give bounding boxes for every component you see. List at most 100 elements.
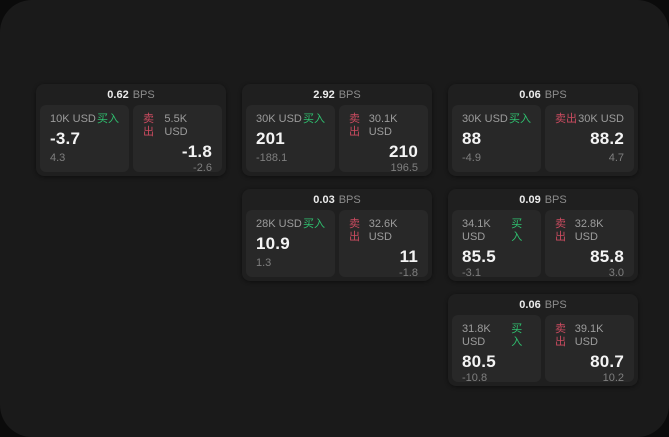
buy-amount: 28K USD xyxy=(256,218,302,230)
sell-tile-top: 卖出 30K USD xyxy=(555,113,624,126)
card-body: 31.8K USD 买入 80.5 -10.8 卖出 39.1K USD 80.… xyxy=(448,315,638,386)
bps-header: 0.62 BPS xyxy=(36,84,226,105)
sell-change: 10.2 xyxy=(602,372,624,384)
buy-side-label: 买入 xyxy=(97,113,119,125)
sell-tile[interactable]: 卖出 5.5K USD -1.8 -2.6 xyxy=(133,105,222,174)
sell-side-label: 卖出 xyxy=(555,113,577,125)
bps-value: 0.09 xyxy=(519,193,541,206)
sell-price: 80.7 xyxy=(590,352,624,371)
buy-amount: 30K USD xyxy=(256,113,302,125)
bps-unit-label: BPS xyxy=(544,88,567,101)
buy-price: 85.5 xyxy=(462,247,496,266)
sell-tile[interactable]: 卖出 39.1K USD 80.7 10.2 xyxy=(545,315,634,384)
buy-price: 10.9 xyxy=(256,234,290,253)
buy-tile-top: 31.8K USD 买入 xyxy=(462,323,531,349)
bps-value: 0.03 xyxy=(313,193,335,206)
bps-header: 0.06 BPS xyxy=(448,294,638,315)
buy-tile[interactable]: 31.8K USD 买入 80.5 -10.8 xyxy=(452,315,541,384)
sell-change: -2.6 xyxy=(193,162,212,174)
buy-side-label: 买入 xyxy=(509,113,531,125)
buy-change: -4.9 xyxy=(462,152,481,164)
card-body: 34.1K USD 买入 85.5 -3.1 卖出 32.8K USD 85.8… xyxy=(448,210,638,281)
buy-change: -10.8 xyxy=(462,372,488,384)
buy-tile[interactable]: 28K USD 买入 10.9 1.3 xyxy=(246,210,335,277)
buy-change: -3.1 xyxy=(462,267,481,279)
buy-amount: 31.8K USD xyxy=(462,323,491,348)
buy-tile[interactable]: 30K USD 买入 201 -188.1 xyxy=(246,105,335,172)
sell-tile[interactable]: 卖出 32.8K USD 85.8 3.0 xyxy=(545,210,634,279)
sell-side-label: 卖出 xyxy=(555,218,566,243)
buy-tile[interactable]: 30K USD 买入 88 -4.9 xyxy=(452,105,541,172)
buy-amount: 10K USD xyxy=(50,113,96,125)
sell-change: 4.7 xyxy=(608,152,624,164)
bps-value: 0.06 xyxy=(519,298,541,311)
buy-side-label: 买入 xyxy=(511,323,523,348)
sell-tile-top: 卖出 32.8K USD xyxy=(555,218,624,244)
bps-unit-label: BPS xyxy=(544,298,567,311)
buy-tile-top: 34.1K USD 买入 xyxy=(462,218,531,244)
sell-tile-top: 卖出 5.5K USD xyxy=(143,113,212,139)
bps-header: 0.09 BPS xyxy=(448,189,638,210)
quote-card: 0.03 BPS 28K USD 买入 10.9 1.3 卖出 32.6K US… xyxy=(242,189,432,281)
sell-price: 210 xyxy=(389,142,418,161)
sell-tile-top: 卖出 30.1K USD xyxy=(349,113,418,139)
sell-tile-top: 卖出 32.6K USD xyxy=(349,218,418,244)
sell-side-label: 卖出 xyxy=(349,113,360,138)
sell-amount: 39.1K USD xyxy=(574,323,604,348)
card-body: 30K USD 买入 201 -188.1 卖出 30.1K USD 210 1… xyxy=(242,105,432,176)
bps-unit-label: BPS xyxy=(544,193,567,206)
sell-change: -1.8 xyxy=(399,267,418,279)
buy-amount: 30K USD xyxy=(462,113,508,125)
buy-tile[interactable]: 34.1K USD 买入 85.5 -3.1 xyxy=(452,210,541,279)
sell-tile[interactable]: 卖出 30.1K USD 210 196.5 xyxy=(339,105,428,174)
buy-price: 80.5 xyxy=(462,352,496,371)
card-body: 28K USD 买入 10.9 1.3 卖出 32.6K USD 11 -1.8 xyxy=(242,210,432,281)
sell-tile[interactable]: 卖出 30K USD 88.2 4.7 xyxy=(545,105,634,172)
sell-side-label: 卖出 xyxy=(349,218,360,243)
buy-tile-top: 28K USD 买入 xyxy=(256,218,325,231)
buy-price: 201 xyxy=(256,129,285,148)
quote-card: 2.92 BPS 30K USD 买入 201 -188.1 卖出 30.1K … xyxy=(242,84,432,176)
buy-side-label: 买入 xyxy=(303,218,325,230)
sell-tile[interactable]: 卖出 32.6K USD 11 -1.8 xyxy=(339,210,428,279)
buy-price: -3.7 xyxy=(50,129,81,148)
buy-tile-top: 30K USD 买入 xyxy=(462,113,531,126)
bps-header: 0.06 BPS xyxy=(448,84,638,105)
sell-side-label: 卖出 xyxy=(555,323,566,348)
quote-card: 0.62 BPS 10K USD 买入 -3.7 4.3 卖出 5.5K USD xyxy=(36,84,226,176)
bps-header: 0.03 BPS xyxy=(242,189,432,210)
buy-change: 4.3 xyxy=(50,152,66,164)
sell-change: 196.5 xyxy=(390,162,418,174)
bps-value: 2.92 xyxy=(313,88,335,101)
sell-price: 85.8 xyxy=(590,247,624,266)
sell-amount: 30.1K USD xyxy=(368,113,398,138)
buy-side-label: 买入 xyxy=(511,218,523,243)
bps-value: 0.06 xyxy=(519,88,541,101)
quote-card: 0.09 BPS 34.1K USD 买入 85.5 -3.1 卖出 32.8K… xyxy=(448,189,638,281)
sell-price: -1.8 xyxy=(181,142,212,161)
buy-tile-top: 30K USD 买入 xyxy=(256,113,325,126)
sell-amount: 5.5K USD xyxy=(164,113,188,138)
buy-tile-top: 10K USD 买入 xyxy=(50,113,119,126)
bps-value: 0.62 xyxy=(107,88,129,101)
sell-amount: 30K USD xyxy=(578,113,624,125)
bps-unit-label: BPS xyxy=(132,88,155,101)
quotes-grid: 0.62 BPS 10K USD 买入 -3.7 4.3 卖出 5.5K USD xyxy=(36,84,638,386)
card-body: 30K USD 买入 88 -4.9 卖出 30K USD 88.2 4.7 xyxy=(448,105,638,176)
sell-amount: 32.8K USD xyxy=(574,218,604,243)
buy-tile[interactable]: 10K USD 买入 -3.7 4.3 xyxy=(40,105,129,172)
buy-price: 88 xyxy=(462,129,482,148)
quote-card: 0.06 BPS 31.8K USD 买入 80.5 -10.8 卖出 39.1… xyxy=(448,294,638,386)
buy-amount: 34.1K USD xyxy=(462,218,491,243)
bps-header: 2.92 BPS xyxy=(242,84,432,105)
sell-tile-top: 卖出 39.1K USD xyxy=(555,323,624,349)
sell-amount: 32.6K USD xyxy=(368,218,398,243)
buy-side-label: 买入 xyxy=(303,113,325,125)
quote-card: 0.06 BPS 30K USD 买入 88 -4.9 卖出 30K USD xyxy=(448,84,638,176)
sell-price: 88.2 xyxy=(590,129,624,148)
sell-side-label: 卖出 xyxy=(143,113,154,138)
card-body: 10K USD 买入 -3.7 4.3 卖出 5.5K USD -1.8 -2.… xyxy=(36,105,226,176)
bps-unit-label: BPS xyxy=(338,88,361,101)
buy-change: -188.1 xyxy=(256,152,288,164)
